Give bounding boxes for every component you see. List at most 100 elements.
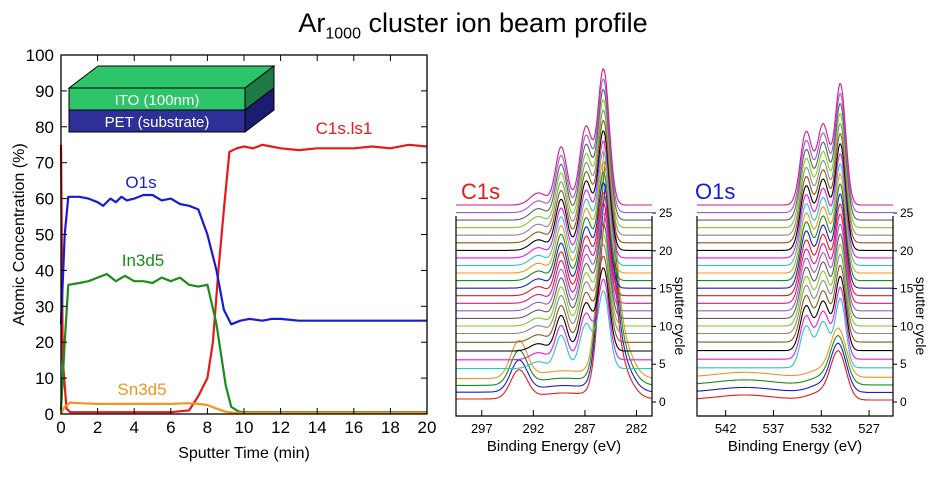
series-line-in3d5 (59, 272, 427, 414)
spectrum-trace (456, 119, 652, 244)
spectrum-trace (456, 150, 652, 267)
spectrum-trace (697, 83, 893, 206)
cycle-tick-label: 20 (659, 244, 673, 258)
spectrum-trace (697, 298, 893, 369)
inset-pet-label: PET (substrate) (105, 114, 210, 131)
spectrum-trace (697, 93, 893, 214)
energy-tick-label: 542 (715, 421, 737, 436)
spectrum-trace (456, 202, 652, 304)
energy-tick-label: 297 (471, 421, 493, 436)
cycle-tick-label: 25 (900, 206, 914, 220)
spectrum-trace (697, 183, 893, 282)
x-tick-label: 10 (235, 418, 254, 437)
spectrum-trace (697, 213, 893, 304)
x-tick-label: 6 (166, 418, 175, 437)
series-label: C1s.ls1 (316, 119, 373, 138)
y-tick-label: 50 (35, 226, 54, 245)
spectrum-trace (697, 103, 893, 221)
spectrum-trace (456, 181, 652, 289)
energy-tick-label: 527 (858, 421, 880, 436)
x-tick-label: 0 (56, 418, 65, 437)
spectrum-trace (697, 335, 893, 386)
series-label: In3d5 (122, 251, 165, 270)
spectrum-trace (696, 342, 893, 393)
y-tick-label: 10 (35, 369, 54, 388)
y-tick-label: 0 (45, 405, 54, 424)
spectrum-trace (456, 140, 652, 259)
cycle-tick-label: 25 (659, 206, 673, 220)
inset-top-face (67, 65, 276, 89)
spectrum-trace (456, 223, 652, 319)
spectrum-trace (697, 133, 893, 244)
spectrum-trace (456, 130, 652, 251)
spectrum-trace (456, 109, 652, 236)
x-tick-label: 12 (271, 418, 290, 437)
energy-axis-label: Binding Energy (eV) (728, 438, 862, 455)
y-tick-label: 80 (35, 118, 54, 137)
spectrum-trace (456, 255, 652, 343)
energy-tick-label: 532 (810, 421, 832, 436)
x-tick-label: 4 (129, 418, 138, 437)
energy-tick-label: 287 (574, 421, 596, 436)
spectrum-trace (697, 223, 893, 312)
spectrum-trace (697, 123, 893, 236)
y-tick-label: 40 (35, 261, 54, 280)
series-line-o1s (59, 193, 427, 326)
spectrum-trace (456, 153, 653, 386)
spectrum-trace (456, 212, 652, 312)
spectrum-trace (697, 173, 893, 274)
depth-profile-chart: ITO (100nm) PET (substrate) 0 2 4 6 8 10 12 14 16 1… (11, 46, 436, 462)
spectrum-trace (697, 286, 893, 360)
spectrum-trace (696, 327, 893, 378)
spectrum-trace (456, 88, 652, 221)
cycle-tick-label: 5 (659, 357, 666, 371)
energy-tick-label: 282 (626, 421, 648, 436)
spectrum-trace (697, 143, 893, 251)
x-tick-label: 8 (203, 418, 212, 437)
cycle-tick-label: 20 (900, 244, 914, 258)
spectrum-trace (697, 113, 893, 229)
series-line-c1s-ls1 (59, 143, 428, 414)
panel-label: O1s (695, 179, 735, 204)
panel-frame (696, 216, 894, 417)
spectrum-trace (697, 193, 893, 289)
spectrum-trace (456, 290, 652, 370)
inset-pet-layer (68, 109, 246, 133)
spectrum-trace (697, 153, 893, 259)
spectrum-trace (697, 233, 893, 319)
spectrum-trace (456, 78, 652, 214)
figure-title: Ar1000 cluster ion beam profile (298, 8, 648, 43)
spectrum-trace (456, 161, 652, 274)
cycle-tick-label: 10 (659, 319, 673, 333)
x-axis-label: Sputter Time (min) (178, 445, 310, 462)
y-axis-label: Atomic Concentration (%) (11, 143, 28, 325)
spectrum-trace (456, 243, 652, 335)
spectrum-trace (696, 350, 893, 401)
spectrum-trace (456, 171, 652, 282)
y-tick-label: 20 (35, 333, 54, 352)
y-tick-label: 60 (35, 190, 54, 209)
x-tick-label: 14 (308, 418, 327, 437)
spectrum-trace (456, 192, 652, 297)
cycle-tick-label: 10 (900, 319, 914, 333)
spectrum-trace (456, 278, 652, 361)
spectrum-trace (697, 243, 893, 327)
y-tick-label: 100 (26, 46, 54, 65)
spectrum-trace (456, 233, 652, 327)
spectrum-trace (697, 163, 893, 267)
panel-label: C1s (461, 179, 500, 204)
cycle-axis-label: sputter cycle (913, 277, 929, 356)
spectrum-trace (456, 179, 653, 393)
spectrum-trace (456, 98, 652, 229)
spectrum-trace (697, 203, 893, 297)
energy-axis-label: Binding Energy (eV) (487, 438, 621, 455)
spectrum-trace (456, 267, 652, 352)
x-tick-label: 16 (344, 418, 363, 437)
panel-frame (455, 216, 653, 417)
xps-panel-c1s: 297 292 287 282 0 5 10 15 20 25 Binding Energy (eV… (455, 67, 688, 455)
energy-tick-label: 537 (763, 421, 785, 436)
cycle-tick-label: 15 (900, 282, 914, 296)
x-tick-label: 20 (418, 418, 437, 437)
